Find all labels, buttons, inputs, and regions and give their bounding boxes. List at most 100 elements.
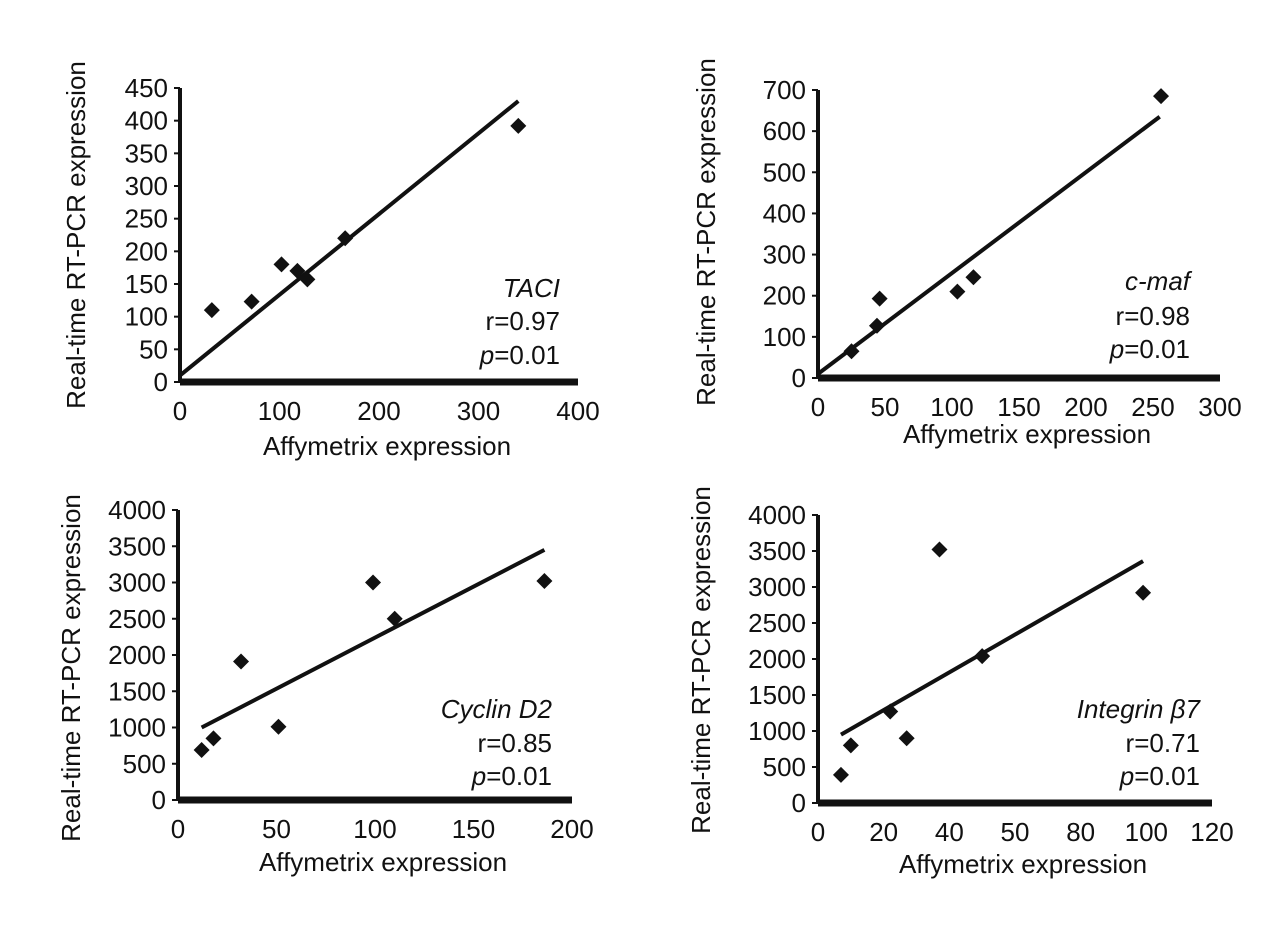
chart-1-y-tick-label: 200: [763, 281, 806, 311]
chart-2-y-tick-label: 2000: [108, 640, 166, 670]
chart-3-x-tick-label: 120: [1190, 817, 1233, 847]
chart-2-data-point: [536, 573, 553, 590]
chart-1-y-tick-label: 700: [763, 75, 806, 105]
chart-2-y-tick-label: 0: [152, 785, 166, 815]
chart-3-p-value: p=0.01: [1119, 761, 1200, 791]
chart-0-x-axis-label: Affymetrix expression: [263, 431, 511, 461]
chart-3-y-tick-label: 3000: [748, 572, 806, 602]
chart-3-y-tick-label: 1000: [748, 716, 806, 746]
chart-2-x-tick-label: 150: [452, 814, 495, 844]
chart-1-y-axis-label: Real-time RT-PCR expression: [691, 58, 721, 406]
chart-1-data-point: [965, 269, 982, 286]
chart-1-x-tick-label: 100: [930, 392, 973, 422]
chart-0-x-tick-label: 300: [457, 396, 500, 426]
chart-3-data-point: [882, 703, 899, 720]
chart-1-x-tick-label: 250: [1131, 392, 1174, 422]
chart-3-data-point: [974, 648, 991, 665]
chart-2-p-value: p=0.01: [471, 761, 552, 791]
chart-1-data-point: [949, 283, 966, 300]
chart-3-data-point: [842, 737, 859, 754]
chart-3-y-tick-label: 2500: [748, 608, 806, 638]
chart-1-x-tick-label: 50: [871, 392, 900, 422]
panel-cyclin-d2: 0 500 1000 1500 2000 2500 3000 3500 4000 0 50 100 15…: [56, 494, 594, 877]
chart-1-x-axis-label: Affymetrix expression: [903, 419, 1151, 449]
chart-1-x-tick-label: 200: [1064, 392, 1107, 422]
chart-2-y-tick-label: 3000: [108, 568, 166, 598]
chart-0-x-tick-label: 200: [357, 396, 400, 426]
chart-2-y-tick-label: 1000: [108, 713, 166, 743]
chart-1-data-point: [871, 290, 888, 307]
chart-1-y-tick-label: 600: [763, 116, 806, 146]
chart-2-y-tick-label: 3500: [108, 531, 166, 561]
chart-2-data-point: [270, 718, 287, 735]
chart-1-regression-line: [816, 115, 1161, 376]
chart-2-regression-line: [200, 548, 546, 730]
chart-0-y-tick-label: 150: [125, 269, 168, 299]
chart-1-x-tick-label: 150: [997, 392, 1040, 422]
panel-c-maf: 0 100 200 300 400 500 600 700 0 50 100 150 200 250 300…: [691, 58, 1242, 449]
chart-2-x-axis-label: Affymetrix expression: [259, 847, 507, 877]
chart-0-x-tick-label: 0: [173, 396, 187, 426]
chart-3-y-tick-label: 500: [763, 752, 806, 782]
chart-3-y-tick-label: 4000: [748, 500, 806, 530]
chart-3-x-tick-label: 80: [1066, 817, 1095, 847]
chart-0-p-value: p=0.01: [479, 340, 560, 370]
chart-2-y-tick-label: 4000: [108, 495, 166, 525]
chart-2-y-tick-label: 1500: [108, 676, 166, 706]
chart-2-data-point: [365, 574, 382, 591]
chart-3-y-tick-label: 1500: [748, 680, 806, 710]
chart-0-gene-label: TACI: [503, 273, 560, 303]
chart-2-x-tick-label: 200: [550, 814, 593, 844]
panel-integrin-b7: 0 500 1000 1500 2000 2500 3000 3500 4000 0 20 40 50 8…: [686, 486, 1234, 879]
chart-2-data-point: [193, 741, 210, 758]
chart-1-data-point: [1153, 88, 1170, 105]
chart-0-data-point: [203, 302, 220, 319]
chart-1-data-point: [843, 343, 860, 360]
chart-0-data-point: [510, 117, 527, 134]
chart-3-x-tick-label: 0: [811, 817, 825, 847]
chart-0-y-tick-label: 300: [125, 171, 168, 201]
chart-2-data-point: [205, 730, 222, 747]
chart-3-y-axis-label: Real-time RT-PCR expression: [686, 486, 716, 834]
chart-0-y-tick-label: 100: [125, 302, 168, 332]
chart-0-y-tick-label: 0: [154, 367, 168, 397]
chart-2-gene-label: Cyclin D2: [441, 694, 553, 724]
chart-3-x-axis-label: Affymetrix expression: [899, 849, 1147, 879]
chart-0-data-point: [273, 256, 290, 273]
chart-3-y-tick-label: 3500: [748, 536, 806, 566]
chart-1-y-tick-label: 500: [763, 157, 806, 187]
chart-2-y-axis-label: Real-time RT-PCR expression: [56, 494, 86, 842]
chart-1-x-tick-label: 300: [1198, 392, 1241, 422]
chart-3-data-point: [931, 541, 948, 558]
chart-0-y-tick-label: 350: [125, 138, 168, 168]
chart-0-data-point: [289, 262, 306, 279]
chart-0-y-tick-label: 200: [125, 236, 168, 266]
chart-1-gene-label: c-maf: [1125, 266, 1193, 296]
chart-3-data-point: [898, 730, 915, 747]
chart-3-x-tick-label: 100: [1125, 817, 1168, 847]
chart-0-y-tick-label: 400: [125, 106, 168, 136]
chart-0-data-point: [299, 271, 316, 288]
chart-2-r-value: r=0.85: [478, 728, 552, 758]
chart-0-r-value: r=0.97: [486, 306, 560, 336]
chart-2-y-tick-label: 2500: [108, 604, 166, 634]
chart-0-data-point: [243, 293, 260, 310]
chart-0-x-tick-label: 400: [556, 396, 599, 426]
chart-1-r-value: r=0.98: [1116, 301, 1190, 331]
chart-1-x-tick-label: 0: [811, 392, 825, 422]
chart-1-y-tick-label: 0: [792, 363, 806, 393]
chart-1-p-value: p=0.01: [1109, 334, 1190, 364]
chart-2-x-tick-label: 50: [262, 814, 291, 844]
chart-0-y-tick-label: 450: [125, 73, 168, 103]
chart-3-x-tick-label: 40: [935, 817, 964, 847]
chart-1-y-tick-label: 300: [763, 240, 806, 270]
chart-3-x-tick-label: 20: [869, 817, 898, 847]
chart-2-x-tick-label: 100: [353, 814, 396, 844]
chart-2-data-point: [233, 653, 250, 670]
chart-1-y-tick-label: 400: [763, 198, 806, 228]
chart-0-y-axis-label: Real-time RT-PCR expression: [61, 61, 91, 409]
chart-1-data-point: [868, 317, 885, 334]
chart-3-gene-label: Integrin β7: [1077, 694, 1202, 724]
